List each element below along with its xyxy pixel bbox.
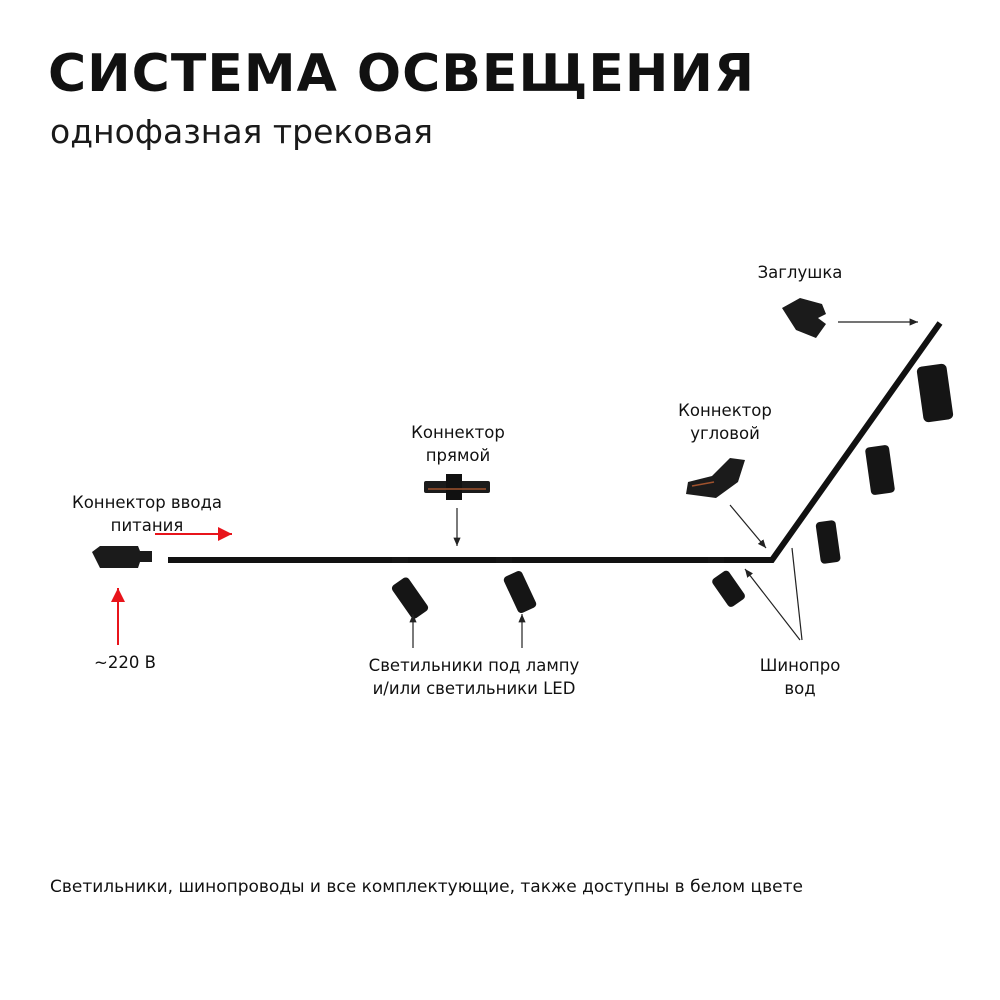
spotlight (496, 557, 537, 614)
power-connector-label: Коннектор ввода питания (72, 493, 222, 535)
busbar-arrow (744, 568, 801, 641)
voltage-label: ~220 В (94, 653, 156, 672)
spotlight (708, 557, 745, 607)
spotlight (865, 445, 895, 495)
busbar-label: Шинопро вод (759, 656, 841, 698)
spotlight (391, 557, 429, 619)
luminaires-label: Светильники под лампу и/или светильники L… (368, 656, 580, 698)
straight-connector-label: Коннектор прямой (411, 423, 505, 465)
end-cap-label: Заглушка (757, 263, 843, 282)
end-cap-image (782, 298, 826, 338)
footer-note: Светильники, шинопроводы и все комплекту… (50, 877, 803, 897)
corner-connector-label: Коннектор угловой (678, 401, 772, 443)
spotlight (815, 520, 841, 564)
corner-connector-image (686, 458, 745, 498)
page-title: СИСТЕМА ОСВЕЩЕНИЯ (48, 44, 755, 104)
busbar-track (168, 321, 943, 563)
busbar-arrow (791, 547, 803, 641)
power-connector-image (92, 546, 152, 568)
page-subtitle: однофазная трековая (50, 112, 434, 151)
spotlight (916, 363, 954, 423)
straight-connector-image (424, 474, 490, 500)
corner-connector-arrow (729, 504, 767, 549)
